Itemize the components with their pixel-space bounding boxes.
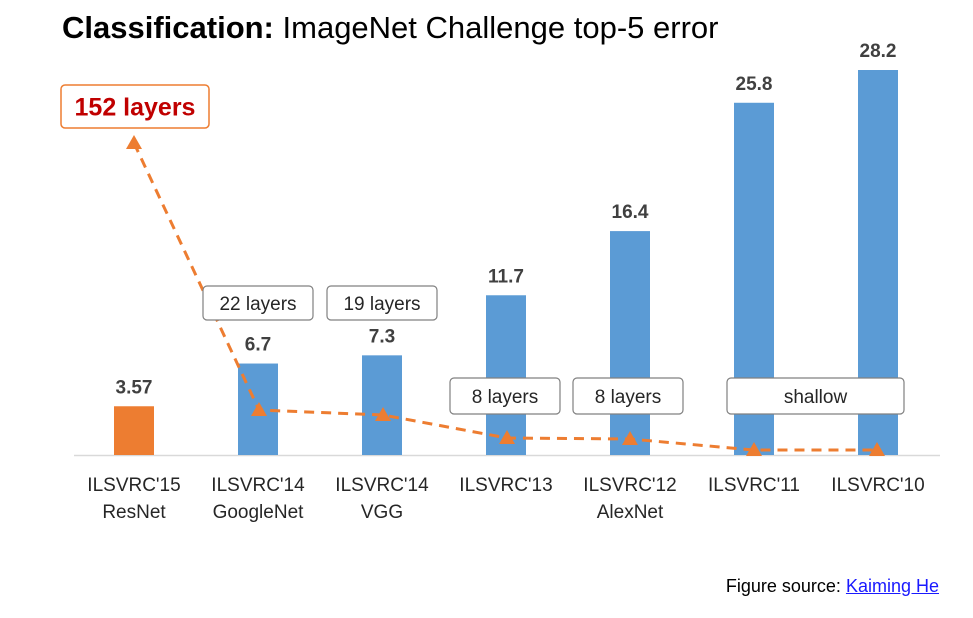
figure-source-link[interactable]: Kaiming He	[845, 576, 939, 596]
chart-title-bold: Classification:	[62, 10, 274, 45]
bar-value-label: 16.4	[612, 202, 649, 223]
chart-title: Classification: ImageNet Challenge top-5…	[62, 10, 718, 46]
layer-annotation-box	[726, 377, 905, 415]
x-tick-label: AlexNet	[597, 502, 664, 523]
layer-annotation-text: 8 layers	[595, 387, 662, 408]
x-tick-label: VGG	[361, 502, 403, 523]
layer-annotation-text: 8 layers	[472, 387, 539, 408]
layer-annotation-box	[202, 285, 314, 321]
bar-value-label: 6.7	[245, 335, 271, 356]
layer-marker	[251, 402, 267, 416]
layer-marker	[869, 442, 885, 456]
bar-value-label: 3.57	[116, 377, 153, 398]
layer-annotation-box	[60, 84, 210, 129]
layer-annotation-text: 152 layers	[75, 94, 196, 122]
bar-value-label: 7.3	[369, 326, 395, 347]
bar	[362, 355, 402, 455]
layer-marker	[622, 431, 638, 445]
layer-marker	[375, 407, 391, 421]
chart-title-rest: ImageNet Challenge top-5 error	[282, 10, 719, 45]
layer-annotation-text: 19 layers	[343, 294, 420, 315]
bar-value-label: 28.2	[860, 41, 897, 62]
layer-annotation-box	[572, 377, 684, 415]
x-tick-label: ILSVRC'10	[831, 475, 924, 496]
bar	[114, 406, 154, 455]
x-tick-label: ILSVRC'12	[583, 475, 676, 496]
layer-annotation-box	[449, 377, 561, 415]
bar-value-label: 11.7	[488, 266, 524, 287]
layer-marker	[126, 135, 142, 149]
x-tick-label: ILSVRC'14	[335, 475, 429, 496]
x-tick-label: ILSVRC'15	[87, 475, 180, 496]
bar	[610, 231, 650, 455]
layer-annotation-text: 22 layers	[219, 294, 296, 315]
layer-annotation-box	[326, 285, 438, 321]
x-tick-label: ILSVRC'11	[708, 475, 800, 496]
layer-annotation-text: shallow	[784, 387, 848, 408]
figure-source: Figure source: Kaiming He	[726, 576, 939, 597]
layer-marker	[499, 430, 515, 444]
x-tick-label: ILSVRC'13	[459, 475, 552, 496]
x-tick-label: ResNet	[102, 502, 166, 523]
figure-source-label: Figure source:	[725, 576, 841, 596]
x-tick-label: ILSVRC'14	[211, 475, 305, 496]
bar-value-label: 25.8	[736, 74, 773, 95]
bar	[486, 295, 526, 455]
x-tick-label: GoogleNet	[213, 502, 305, 523]
layer-marker	[746, 442, 762, 456]
